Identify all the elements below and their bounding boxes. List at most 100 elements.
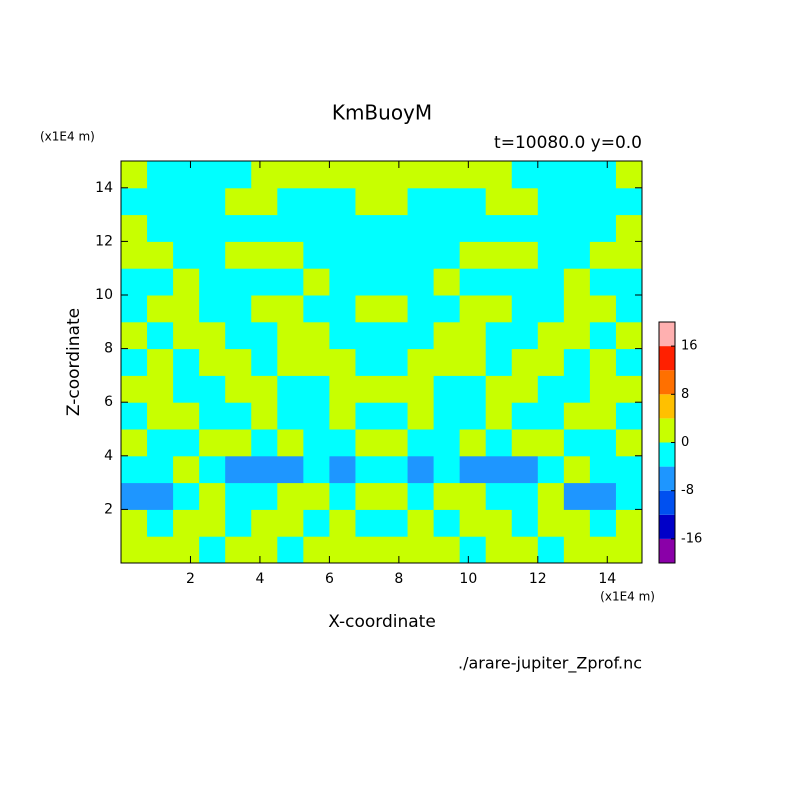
contour-cell [121, 375, 148, 403]
contour-cell [381, 402, 409, 430]
x-tick-label: 14 [598, 571, 616, 587]
contour-cell [459, 214, 487, 242]
contour-cell [329, 536, 356, 564]
contour-cell [433, 161, 461, 189]
contour-cell [589, 161, 617, 189]
contour-cell [199, 161, 226, 189]
contour-cell [511, 402, 539, 430]
contour-cell [563, 187, 591, 216]
contour-cell [147, 268, 174, 296]
contour-cell [615, 348, 643, 376]
contour-cell [121, 429, 148, 457]
contour-cell [173, 348, 200, 376]
contour-cell [225, 536, 252, 564]
contour-cell [485, 375, 513, 403]
contour-cell [121, 348, 148, 376]
contour-cell [407, 295, 435, 323]
contour-cell [589, 187, 617, 216]
contour-cell [199, 482, 226, 510]
contour-cell [433, 295, 461, 323]
contour-cell [433, 348, 461, 376]
contour-cell [277, 241, 304, 269]
contour-cell [407, 348, 435, 376]
y-tick-label: 12 [95, 233, 113, 249]
contour-cell [147, 509, 174, 537]
contour-cell [563, 455, 591, 484]
contour-cell [355, 161, 382, 189]
contour-cell [251, 509, 278, 537]
contour-cell [381, 536, 409, 564]
contour-cell [563, 295, 591, 323]
contour-cell [303, 375, 330, 403]
contour-cell [329, 402, 356, 430]
contour-cell [355, 348, 382, 376]
contour-cell [199, 187, 226, 216]
plot-frame [120, 160, 643, 564]
contour-cell [251, 241, 278, 269]
contour-cell [225, 241, 252, 269]
contour-cell [589, 348, 617, 376]
contour-cell [199, 455, 226, 484]
contour-cell [433, 321, 461, 350]
contour-cell [173, 536, 200, 564]
contour-cell [485, 348, 513, 376]
contour-cell [329, 429, 356, 457]
y-tick-label: 2 [104, 501, 113, 517]
contour-cell [537, 536, 565, 564]
contour-cell [121, 482, 148, 510]
contour-cell [173, 268, 200, 296]
contour-cell [459, 429, 487, 457]
contour-cell [511, 295, 539, 323]
contour-cell [199, 268, 226, 296]
contour-cell [329, 161, 356, 189]
contour-cell [407, 268, 435, 296]
contour-cell [433, 455, 461, 484]
contour-cell [173, 482, 200, 510]
contour-cell [459, 482, 487, 510]
contour-cell [537, 295, 565, 323]
contour-cell [303, 402, 330, 430]
colorbar-tick-label: -8 [681, 483, 694, 498]
contour-cell [147, 214, 174, 242]
contour-cell [277, 509, 304, 537]
x-tick-label: 6 [325, 571, 334, 587]
colorbar-tick-label: 0 [681, 435, 689, 450]
contour-cell [173, 161, 200, 189]
contour-cell [615, 161, 643, 189]
colorbar-tick-label: 16 [681, 339, 698, 354]
contour-cell [485, 321, 513, 350]
contour-cell [199, 509, 226, 537]
contour-cell [329, 214, 356, 242]
contour-cell [537, 402, 565, 430]
contour-cell [407, 321, 435, 350]
x-axis-label: X-coordinate [328, 612, 436, 632]
y-axis-label: Z-coordinate [64, 308, 84, 416]
contour-cell [459, 187, 487, 216]
contour-cell [225, 161, 252, 189]
contour-cell [121, 268, 148, 296]
contour-cell [277, 214, 304, 242]
contour-cell [381, 429, 409, 457]
contour-cell [277, 348, 304, 376]
contour-cell [459, 295, 487, 323]
colorbar-tick-label: -16 [681, 531, 702, 546]
contour-cell [251, 348, 278, 376]
contour-cell [329, 348, 356, 376]
contour-cell [355, 375, 382, 403]
contour-cell [199, 295, 226, 323]
colorbar-band [659, 370, 675, 395]
contour-cell [563, 161, 591, 189]
contour-cell [589, 455, 617, 484]
contour-cell [303, 321, 330, 350]
contour-cell [589, 295, 617, 323]
contour-cell [251, 268, 278, 296]
contour-cell [173, 429, 200, 457]
colorbar-band [659, 394, 675, 419]
contour-cell [537, 375, 565, 403]
contour-cell [121, 321, 148, 350]
contour-cell [121, 536, 148, 564]
contour-cell [277, 429, 304, 457]
y-tick-label: 8 [104, 341, 113, 357]
contour-cell [329, 482, 356, 510]
contour-cell [407, 429, 435, 457]
